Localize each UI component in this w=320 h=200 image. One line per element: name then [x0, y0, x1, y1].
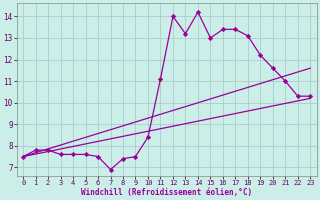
X-axis label: Windchill (Refroidissement éolien,°C): Windchill (Refroidissement éolien,°C) — [81, 188, 252, 197]
